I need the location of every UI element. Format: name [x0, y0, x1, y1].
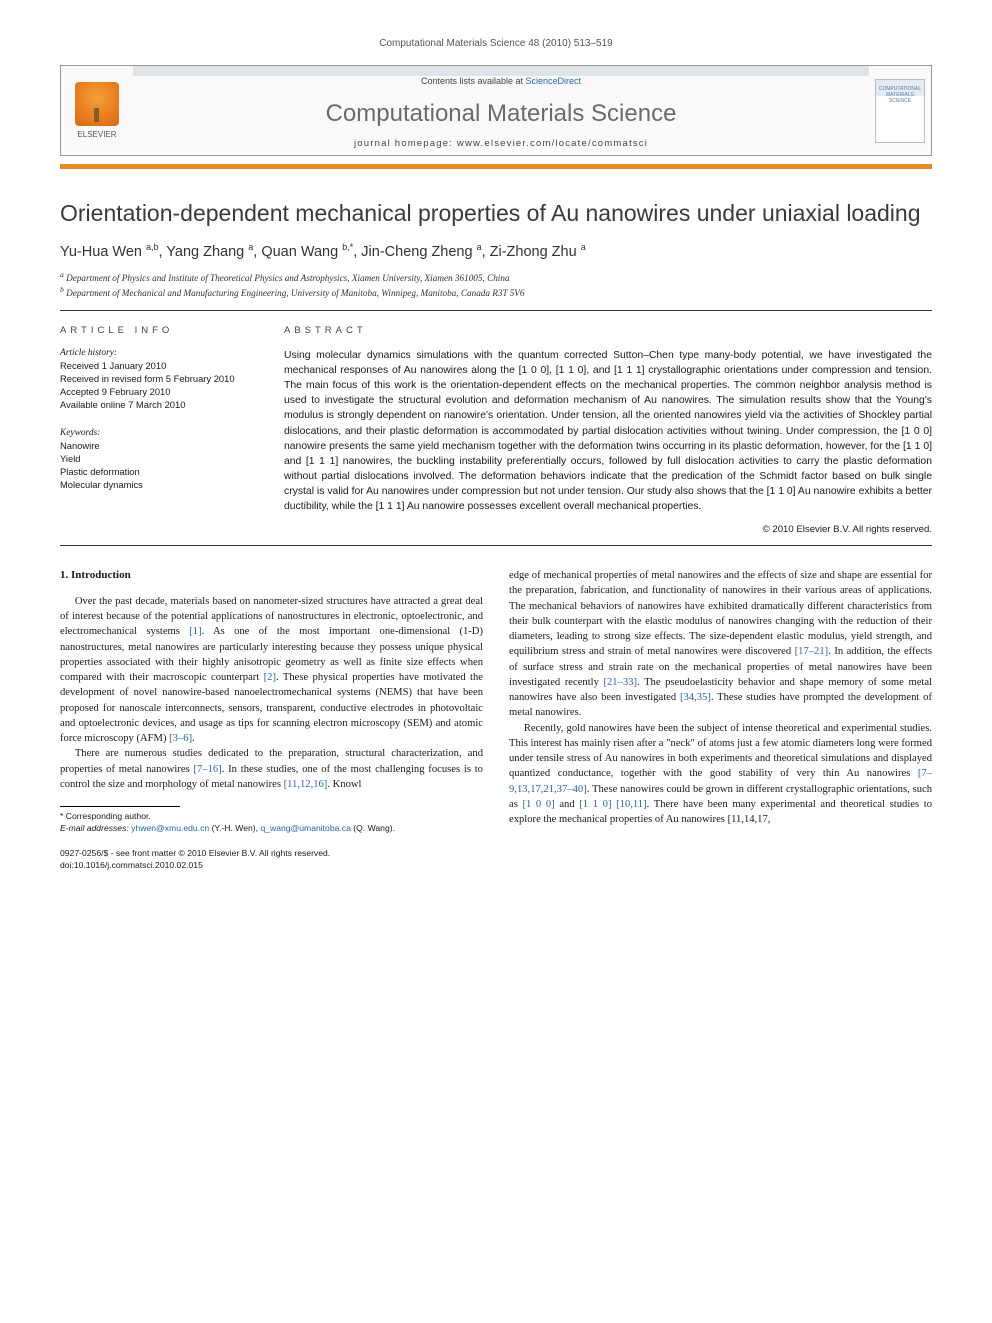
- footnotes: * Corresponding author. E-mail addresses…: [60, 811, 483, 834]
- rule-bottom: [60, 545, 932, 546]
- rule-top: [60, 310, 932, 311]
- emails-label: E-mail addresses:: [60, 823, 129, 833]
- abstract-block: ABSTRACT Using molecular dynamics simula…: [284, 325, 932, 535]
- elsevier-tree-icon: [75, 82, 119, 126]
- journal-name: Computational Materials Science: [326, 100, 677, 128]
- email-link-2[interactable]: q_wang@umanitoba.ca: [260, 823, 350, 833]
- sciencedirect-link[interactable]: ScienceDirect: [526, 76, 582, 86]
- keywords-list: NanowireYieldPlastic deformationMolecula…: [60, 440, 256, 492]
- intro-p3: Recently, gold nanowires have been the s…: [509, 721, 932, 828]
- abstract-header: ABSTRACT: [284, 325, 932, 336]
- article-info-header: ARTICLE INFO: [60, 325, 256, 336]
- affiliations: a Department of Physics and Institute of…: [60, 270, 932, 300]
- contents-line: Contents lists available at ScienceDirec…: [421, 76, 581, 86]
- abstract-text: Using molecular dynamics simulations wit…: [284, 348, 932, 514]
- elsevier-label: ELSEVIER: [77, 130, 116, 139]
- authors: Yu-Hua Wen a,b, Yang Zhang a, Quan Wang …: [60, 242, 932, 260]
- journal-homepage: journal homepage: www.elsevier.com/locat…: [354, 138, 648, 149]
- running-head: Computational Materials Science 48 (2010…: [60, 38, 932, 49]
- journal-banner: ELSEVIER Contents lists available at Sci…: [60, 65, 932, 156]
- banner-center: Contents lists available at ScienceDirec…: [133, 66, 869, 155]
- corresponding-author: * Corresponding author.: [60, 811, 483, 823]
- elsevier-logo: ELSEVIER: [61, 66, 133, 155]
- article-title: Orientation-dependent mechanical propert…: [60, 199, 932, 228]
- orange-rule: [60, 164, 932, 169]
- contents-prefix: Contents lists available at: [421, 76, 526, 86]
- footnote-block: * Corresponding author. E-mail addresses…: [60, 806, 483, 871]
- footer-left: 0927-0256/$ - see front matter © 2010 El…: [60, 848, 483, 871]
- intro-p1: Over the past decade, materials based on…: [60, 594, 483, 747]
- body-columns: 1. Introduction Over the past decade, ma…: [60, 568, 932, 871]
- email-who-1: (Y.-H. Wen),: [212, 823, 258, 833]
- info-row: ARTICLE INFO Article history: Received 1…: [60, 325, 932, 535]
- intro-heading: 1. Introduction: [60, 568, 483, 584]
- email-who-2: (Q. Wang).: [353, 823, 395, 833]
- history-label: Article history:: [60, 348, 256, 358]
- email-link-1[interactable]: yhwen@xmu.edu.cn: [131, 823, 209, 833]
- copyright-line: © 2010 Elsevier B.V. All rights reserved…: [284, 524, 932, 535]
- footnote-rule: [60, 806, 180, 807]
- journal-cover-thumb: COMPUTATIONAL MATERIALS SCIENCE: [869, 66, 931, 155]
- keywords-label: Keywords:: [60, 428, 256, 438]
- cover-box: COMPUTATIONAL MATERIALS SCIENCE: [875, 79, 925, 143]
- article-info: ARTICLE INFO Article history: Received 1…: [60, 325, 256, 535]
- email-line: E-mail addresses: yhwen@xmu.edu.cn (Y.-H…: [60, 823, 483, 835]
- intro-p2-cont: edge of mechanical properties of metal n…: [509, 568, 932, 721]
- history-list: Received 1 January 2010Received in revis…: [60, 360, 256, 412]
- intro-p2: There are numerous studies dedicated to …: [60, 746, 483, 792]
